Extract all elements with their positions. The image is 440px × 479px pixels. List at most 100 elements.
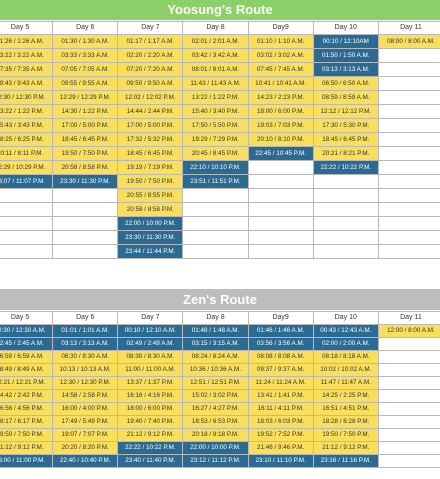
yoosung-schedule-table: Day 5 Day 6 Day 7 Day 8 Day9 Day 10 Day 11 01:2… — [0, 21, 440, 259]
zen-route-header: Zen's Route — [0, 289, 440, 310]
chat-time-cell: 03:13 / 3:13 A.M. — [312, 62, 379, 77]
empty-cell — [247, 216, 314, 231]
day-header: Day9 — [247, 311, 314, 325]
empty-cell — [52, 216, 119, 231]
table-row: 07:35 / 7:35 A.M. 07:05 / 7:05 A.M. 07:20 … — [0, 62, 440, 77]
day-header: Day 5 — [0, 311, 54, 325]
chat-time-cell: 12:29 / 12:29 P.M. — [52, 90, 119, 105]
empty-cell — [182, 202, 249, 217]
empty-cell — [312, 244, 379, 259]
table-row: 06:59 / 6:59 A.M. 08:30 / 8:30 A.M. 08:30 … — [0, 350, 440, 364]
empty-cell — [377, 244, 440, 259]
empty-cell — [377, 230, 440, 245]
chat-time-cell: 00:30 / 12:30 A.M. — [0, 324, 54, 338]
chat-time-cell: 10:13 / 10:13 A.M. — [52, 363, 119, 377]
table-row: 23:00 / 11:00 P.M.22:40 / 10:40 P.M.23:4… — [0, 454, 440, 468]
empty-cell — [377, 389, 440, 403]
chat-time-cell: 08:08 / 8:08 A.M. — [247, 350, 314, 364]
chat-time-cell: 19:07 / 7:07 P.M. — [52, 428, 119, 442]
chat-time-cell: 01:48 / 1:48 A.M. — [182, 324, 249, 338]
chat-time-cell: 01:26 / 1:26 A.M. — [0, 34, 54, 49]
chat-time-cell: 02:45 / 2:45 A.M. — [0, 337, 54, 351]
table-row: 23:07 / 11:07 P.M.23:30 / 11:30 P.M.19:5… — [0, 174, 440, 189]
table-row: 14:42 / 2:42 P.M. 14:58 / 2:58 P.M. 16:16 … — [0, 389, 440, 403]
chat-time-cell: 17:30 / 5:30 P.M. — [312, 118, 379, 133]
chat-time-cell: 03:33 / 3:33 A.M. — [52, 48, 119, 63]
chat-time-cell: 00:43 / 12:43 A.M. — [312, 324, 379, 338]
chat-time-cell: 12:00 / 8:00 A.M. — [377, 324, 440, 338]
day-header-row: Day 5 Day 6 Day 7 Day 8 Day9 Day 10 Day 11 — [0, 21, 440, 35]
chat-time-cell: 12:30 / 12:30 P.M. — [52, 376, 119, 390]
chat-time-cell: 06:59 / 6:59 A.M. — [0, 350, 54, 364]
chat-time-cell: 09:43 / 9:43 A.M. — [0, 76, 54, 91]
chat-time-cell: 22:40 / 10:40 P.M. — [52, 454, 119, 468]
chat-time-cell: 20:45 / 8:45 P.M. — [182, 146, 249, 161]
chat-time-cell: 21:12 / 9:12 P.M. — [312, 441, 379, 455]
empty-cell — [52, 230, 119, 245]
empty-cell — [377, 174, 440, 189]
chat-time-cell: 06:50 / 6:50 A.M. — [312, 76, 379, 91]
table-row: 12:21 / 12:21 P.M.12:30 / 12:30 P.M.13:3… — [0, 376, 440, 390]
chat-time-cell: 01:10 / 1:10 A.M. — [247, 34, 314, 49]
table-row: 19:50 / 7:50 P.M. 19:07 / 7:07 P.M. 21:12 … — [0, 428, 440, 442]
chat-time-cell: 18:53 / 6:53 P.M. — [182, 415, 249, 429]
chat-time-cell: 23:07 / 11:07 P.M. — [0, 174, 54, 189]
empty-cell — [377, 146, 440, 161]
day-header: Day 5 — [0, 21, 54, 35]
chat-time-cell: 09:55 / 9:55 A.M. — [52, 76, 119, 91]
empty-cell — [52, 188, 119, 203]
chat-time-cell: 13:41 / 1:41 P.M. — [247, 389, 314, 403]
chat-time-cell: 12:02 / 12:02 P.M. — [117, 90, 184, 105]
empty-cell — [247, 174, 314, 189]
empty-cell — [377, 441, 440, 455]
chat-time-cell: 17:49 / 5:49 P.M. — [52, 415, 119, 429]
empty-cell — [0, 188, 54, 203]
chat-time-cell: 08:00 / 8:00 A.M. — [377, 34, 440, 49]
chat-time-cell: 23:30 / 11:30 P.M. — [52, 174, 119, 189]
table-row: 08:49 / 8:49 A.M. 10:13 / 10:13 A.M. 11:00… — [0, 363, 440, 377]
chat-time-cell: 22:00 / 10:00 P.M. — [117, 216, 184, 231]
day-header: Day 6 — [52, 21, 119, 35]
empty-cell — [312, 188, 379, 203]
chat-time-cell: 14:23 / 2:23 P.M. — [247, 90, 314, 105]
chat-time-cell: 03:22 / 3:22 A.M. — [0, 48, 54, 63]
chat-time-cell: 03:56 / 3:56 A.M. — [247, 337, 314, 351]
chat-time-cell: 09:50 / 9:50 A.M. — [117, 76, 184, 91]
table-row: 20:11 / 8:11 P.M. 19:50 / 7:50 P.M. 18:45 … — [0, 146, 440, 161]
empty-cell — [377, 415, 440, 429]
table-row: 02:45 / 2:45 A.M. 03:13 / 3:13 A.M. 02:49 … — [0, 337, 440, 351]
chat-time-cell: 23:10 / 11:10 P.M. — [247, 454, 314, 468]
chat-time-cell: 13:22 / 1:22 P.M. — [0, 104, 54, 119]
table-row: 21:12 / 9:12 P.M. 20:20 / 8:20 P.M. 22:22 … — [0, 441, 440, 455]
table-row: 15:43 / 3:43 P.M. 17:00 / 5:00 P.M. 17:00 … — [0, 118, 440, 133]
chat-time-cell: 03:13 / 3:13 A.M. — [52, 337, 119, 351]
chat-time-cell: 19:29 / 7:29 P.M. — [182, 132, 249, 147]
chat-time-cell: 00:10 / 12:10AM — [312, 34, 379, 49]
chat-time-cell: 15:02 / 3:02 P.M. — [182, 389, 249, 403]
empty-cell — [52, 202, 119, 217]
table-row: 01:26 / 1:26 A.M. 01:30 / 1:30 A.M. 01:17 … — [0, 34, 440, 49]
chat-time-cell: 18:17 / 6:17 P.M. — [0, 415, 54, 429]
chat-time-cell: 16:16 / 4:16 P.M. — [117, 389, 184, 403]
empty-cell — [182, 188, 249, 203]
chat-time-cell: 10:36 / 10:36 A.M. — [182, 363, 249, 377]
chat-time-cell: 00:10 / 12:10 A.M. — [117, 324, 184, 338]
empty-cell — [182, 216, 249, 231]
empty-cell — [182, 230, 249, 245]
empty-cell — [0, 216, 54, 231]
chat-time-cell: 20:58 / 8:58 P.M. — [52, 160, 119, 175]
table-row: 20:58 / 8:58 P.M. — [0, 202, 440, 217]
chat-time-cell: 17:50 / 5:50 P.M. — [182, 118, 249, 133]
chat-time-cell: 14:30 / 1:22 P.M. — [52, 104, 119, 119]
chat-time-cell: 23:51 / 11:51 P.M. — [182, 174, 249, 189]
chat-time-cell: 18:45 / 6:45 P.M. — [312, 132, 379, 147]
chat-time-cell: 23:16 / 11:16 P.M. — [312, 454, 379, 468]
empty-cell — [377, 132, 440, 147]
empty-cell — [377, 363, 440, 377]
chat-time-cell: 19:52 / 7:52 P.M. — [247, 428, 314, 442]
chat-time-cell: 18:03 / 6:03 P.M. — [247, 415, 314, 429]
day-header: Day 8 — [182, 311, 249, 325]
chat-time-cell: 22:22 / 10:22 P.M. — [312, 160, 379, 175]
chat-time-cell: 02:49 / 2:49 A.M. — [117, 337, 184, 351]
